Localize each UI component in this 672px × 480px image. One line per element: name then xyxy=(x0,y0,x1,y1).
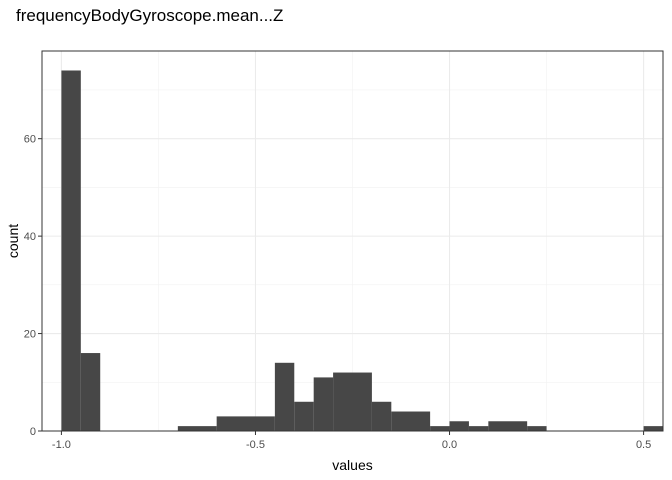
histogram-bar xyxy=(333,372,372,431)
x-axis-title: values xyxy=(332,457,372,473)
histogram-bar xyxy=(371,401,392,431)
x-axis-ticks: -1.0 -0.5 0.0 0.5 xyxy=(52,431,651,451)
histogram-bar xyxy=(61,70,81,431)
histogram-bar xyxy=(274,362,295,431)
histogram-bar xyxy=(527,426,547,431)
histogram-bar xyxy=(488,421,528,431)
histogram-bar xyxy=(391,411,431,431)
x-tick-label: -1.0 xyxy=(52,439,71,451)
panel-border xyxy=(41,50,664,432)
histogram-bar xyxy=(643,426,663,431)
y-axis-ticks: 0 20 40 60 xyxy=(24,134,42,438)
x-tick-label: 0.0 xyxy=(442,439,457,451)
histogram-bars xyxy=(61,70,663,431)
y-axis-title: count xyxy=(5,224,21,258)
histogram-bar xyxy=(313,377,334,431)
histogram-bar xyxy=(294,401,314,431)
histogram-bar xyxy=(216,416,275,431)
histogram-bar xyxy=(80,353,101,431)
y-tick-label: 0 xyxy=(30,426,36,438)
histogram-bar xyxy=(468,426,489,431)
x-tick-label: -0.5 xyxy=(246,439,265,451)
histogram-bar xyxy=(430,426,450,431)
histogram-bar xyxy=(177,426,217,431)
y-tick-label: 60 xyxy=(24,134,36,146)
histogram-bar xyxy=(449,421,469,431)
x-tick-label: 0.5 xyxy=(636,439,651,451)
y-tick-label: 40 xyxy=(24,231,36,243)
chart-title: frequencyBodyGyroscope.mean...Z xyxy=(16,6,284,25)
y-tick-label: 20 xyxy=(24,329,36,341)
